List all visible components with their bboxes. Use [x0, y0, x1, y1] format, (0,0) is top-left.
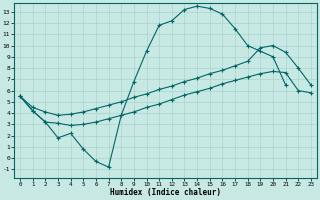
X-axis label: Humidex (Indice chaleur): Humidex (Indice chaleur)	[110, 188, 221, 197]
